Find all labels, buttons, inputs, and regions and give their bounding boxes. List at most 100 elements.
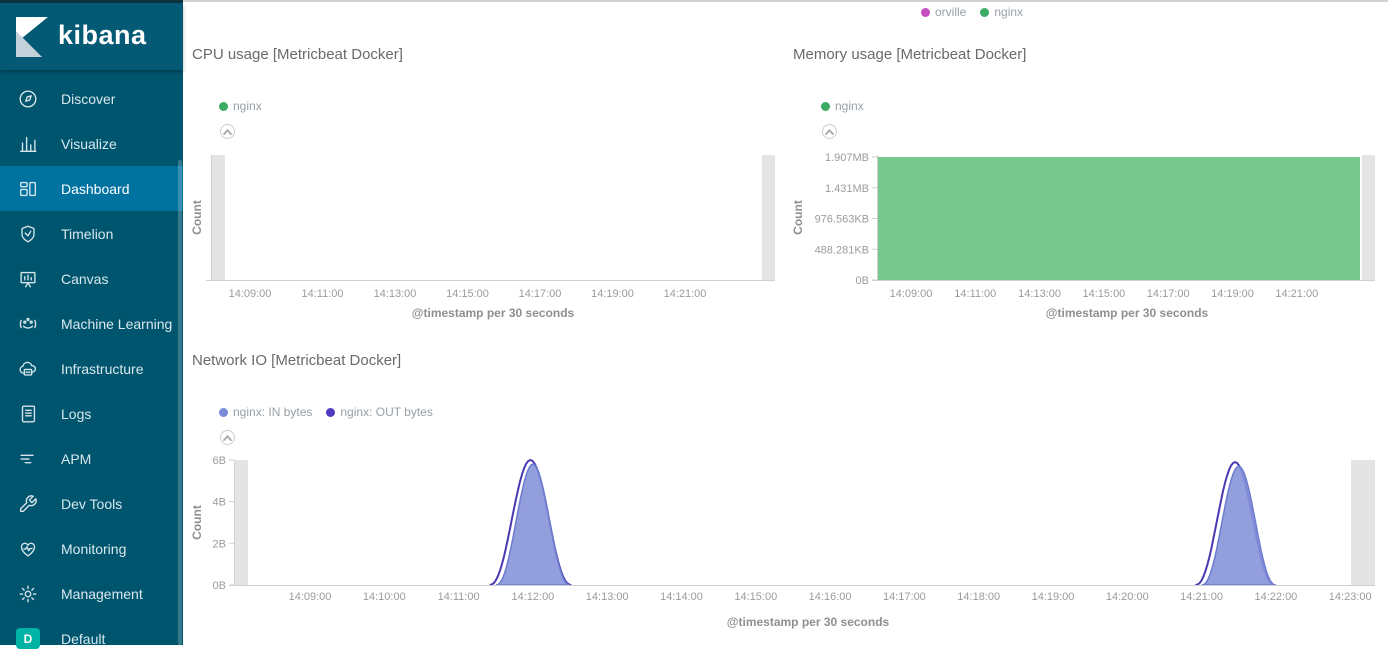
- x-axis-tick-label: 14:12:00: [511, 591, 554, 603]
- default-space-badge: D: [16, 627, 40, 651]
- sidebar-item-label: APM: [61, 450, 92, 467]
- legend-item-nginx[interactable]: nginx: [821, 99, 864, 113]
- legend-label: nginx: [994, 5, 1024, 19]
- legend-color-dot: [326, 407, 336, 417]
- x-axis-tick-label: 14:14:00: [660, 591, 703, 603]
- apm-lines-icon: [16, 447, 40, 471]
- legend-color-dot: [219, 101, 228, 111]
- bar-chart-icon: [16, 132, 40, 156]
- x-axis-tick-label: 14:09:00: [289, 591, 332, 603]
- sidebar-item-machine-learning[interactable]: Machine Learning: [0, 301, 183, 346]
- cpu-chart[interactable]: 14:09:00 14:11:00 14:13:00 14:15:00 14:17:00…: [185, 145, 785, 335]
- x-axis-tick-label: 14:10:00: [363, 591, 406, 603]
- memory-legend-collapse-button[interactable]: [822, 124, 837, 139]
- sidebar-item-management[interactable]: Management: [0, 571, 183, 616]
- x-axis-tick-label: 14:16:00: [809, 591, 852, 603]
- sidebar-item-label: Machine Learning: [61, 315, 173, 332]
- y-axis-title: Count: [190, 200, 204, 235]
- x-axis-tick-label: 14:15:00: [446, 288, 489, 300]
- chevron-up-icon: [825, 128, 834, 135]
- legend-color-dot: [980, 7, 990, 17]
- y-axis-tick-label: 0B: [213, 580, 226, 592]
- y-axis-tick-label: 4B: [213, 497, 226, 509]
- memory-chart[interactable]: 0B 488.281KB 976.563KB 1.431MB 1.907MB 14:09:…: [788, 145, 1388, 335]
- y-axis-title: Count: [791, 200, 805, 235]
- legend-item-orville[interactable]: orville: [921, 5, 966, 19]
- x-axis-tick-label: 14:11:00: [438, 591, 480, 603]
- infrastructure-cloud-icon: [16, 357, 40, 381]
- sidebar-item-discover[interactable]: Discover: [0, 76, 183, 121]
- memory-legend: nginx: [821, 99, 864, 113]
- network-chart[interactable]: 0B 2B 4B 6B 14:09:00 14:10:00 14:11:00 14:12:00…: [185, 450, 1388, 645]
- top-panel-legend: orville nginx: [921, 5, 1023, 19]
- x-axis-tick-label: 14:17:00: [883, 591, 926, 603]
- x-axis-tick-label: 14:11:00: [954, 288, 996, 300]
- sidebar-scrollbar[interactable]: [178, 160, 182, 645]
- chevron-up-icon: [223, 128, 232, 135]
- legend-label: orville: [935, 5, 967, 19]
- canvas-easel-icon: [16, 267, 40, 291]
- cpu-panel-title: CPU usage [Metricbeat Docker]: [192, 46, 403, 63]
- sidebar-item-label: Default: [61, 630, 106, 647]
- x-axis-tick-label: 14:13:00: [374, 288, 417, 300]
- legend-item-nginx-out-bytes[interactable]: nginx: OUT bytes: [326, 405, 433, 419]
- x-axis-tick-label: 14:13:00: [586, 591, 629, 603]
- network-panel-title: Network IO [Metricbeat Docker]: [192, 352, 402, 369]
- cpu-legend: nginx: [219, 99, 262, 113]
- sidebar-item-dashboard[interactable]: Dashboard: [0, 166, 183, 211]
- y-axis-title: Count: [190, 505, 204, 540]
- sidebar-item-label: Infrastructure: [61, 360, 144, 377]
- legend-label: nginx: IN bytes: [233, 405, 313, 419]
- legend-item-nginx[interactable]: nginx: [980, 5, 1023, 19]
- sidebar-item-label: Timelion: [61, 225, 114, 242]
- gear-icon: [16, 582, 40, 606]
- wrench-icon: [16, 492, 40, 516]
- sidebar-item-infrastructure[interactable]: Infrastructure: [0, 346, 183, 391]
- x-axis-tick-label: 14:23:00: [1329, 591, 1372, 603]
- network-legend: nginx: IN bytes nginx: OUT bytes: [219, 405, 433, 419]
- x-axis-tick-label: 14:19:00: [591, 288, 634, 300]
- compass-icon: [16, 87, 40, 111]
- y-axis-tick-label: 2B: [213, 538, 226, 550]
- sidebar-item-label: Management: [61, 585, 143, 602]
- sidebar-item-default[interactable]: D Default: [0, 616, 183, 661]
- legend-color-dot: [219, 407, 228, 417]
- legend-color-dot: [921, 7, 930, 17]
- x-axis-tick-label: 14:15:00: [1082, 288, 1125, 300]
- kibana-logo-icon: [16, 17, 48, 57]
- sidebar-item-dev-tools[interactable]: Dev Tools: [0, 481, 183, 526]
- dashboard-grid-icon: [16, 177, 40, 201]
- chevron-up-icon: [223, 434, 232, 441]
- sidebar-item-canvas[interactable]: Canvas: [0, 256, 183, 301]
- legend-label: nginx: [233, 99, 262, 113]
- sidebar-item-monitoring[interactable]: Monitoring: [0, 526, 183, 571]
- legend-color-dot: [821, 101, 830, 111]
- sidebar-item-timelion[interactable]: Timelion: [0, 211, 183, 256]
- x-axis-title: @timestamp per 30 seconds: [1046, 306, 1209, 320]
- legend-label: nginx: [835, 99, 864, 113]
- x-axis-tick-label: 14:18:00: [957, 591, 1000, 603]
- y-axis-tick-label: 6B: [213, 455, 226, 467]
- legend-item-nginx[interactable]: nginx: [219, 99, 262, 113]
- memory-panel-title: Memory usage [Metricbeat Docker]: [793, 46, 1027, 63]
- x-axis-tick-label: 14:11:00: [301, 288, 343, 300]
- legend-item-nginx-in-bytes[interactable]: nginx: IN bytes: [219, 405, 312, 419]
- network-legend-collapse-button[interactable]: [220, 430, 235, 445]
- x-axis-tick-label: 14:15:00: [734, 591, 777, 603]
- x-axis-tick-label: 14:17:00: [519, 288, 562, 300]
- sidebar-item-logs[interactable]: Logs: [0, 391, 183, 436]
- y-axis-tick-label: 1.907MB: [825, 152, 869, 164]
- sidebar-item-label: Discover: [61, 90, 116, 107]
- x-axis-tick-label: 14:19:00: [1211, 288, 1254, 300]
- heartbeat-icon: [16, 537, 40, 561]
- sidebar-nav-panel: kibana Discover Visualize Dashboard Timelio…: [0, 0, 183, 649]
- sidebar-item-visualize[interactable]: Visualize: [0, 121, 183, 166]
- kibana-logo-block[interactable]: kibana: [0, 3, 183, 70]
- x-axis-tick-label: 14:21:00: [1275, 288, 1318, 300]
- x-axis-title: @timestamp per 30 seconds: [727, 615, 890, 629]
- x-axis-title: @timestamp per 30 seconds: [412, 306, 575, 320]
- logs-document-icon: [16, 402, 40, 426]
- x-axis-tick-label: 14:13:00: [1018, 288, 1061, 300]
- cpu-legend-collapse-button[interactable]: [220, 124, 235, 139]
- sidebar-item-apm[interactable]: APM: [0, 436, 183, 481]
